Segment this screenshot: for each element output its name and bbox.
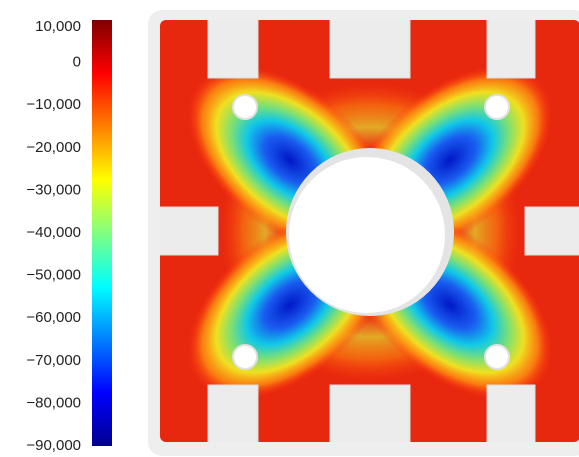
tick-label: −10,000 bbox=[26, 96, 81, 113]
tick-label: −30,000 bbox=[26, 181, 81, 198]
colorbar bbox=[92, 20, 112, 446]
tick-label: −70,000 bbox=[26, 352, 81, 369]
tick-label: −50,000 bbox=[26, 267, 81, 284]
tick-label: −60,000 bbox=[26, 309, 81, 326]
tick-label: 0 bbox=[73, 54, 81, 71]
tick-label: 10,000 bbox=[35, 18, 81, 35]
tick-label: −80,000 bbox=[26, 394, 81, 411]
tick-label: −40,000 bbox=[26, 224, 81, 241]
tick-label: −90,000 bbox=[26, 437, 81, 454]
center-hole bbox=[289, 157, 445, 313]
bolt-holes bbox=[232, 94, 510, 370]
notches bbox=[160, 20, 579, 442]
fea-plot bbox=[148, 10, 579, 456]
tick-label: −20,000 bbox=[26, 139, 81, 156]
